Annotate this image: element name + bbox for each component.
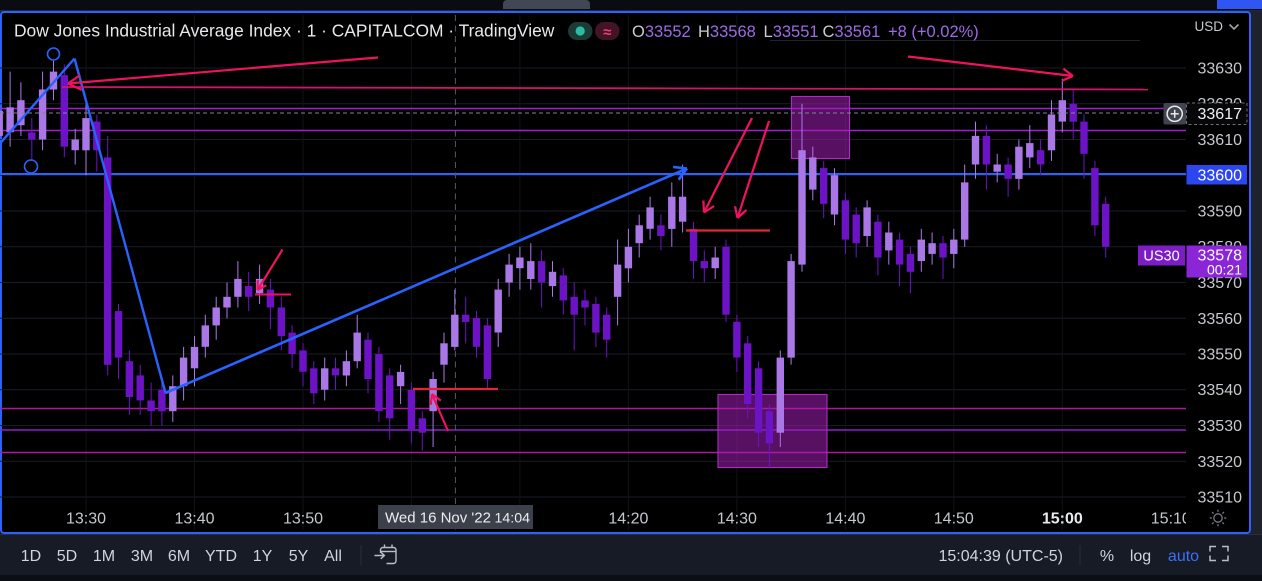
svg-text:≈: ≈ <box>603 24 611 41</box>
svg-text:L33551: L33551 <box>764 23 819 41</box>
svg-text:33530: 33530 <box>1198 418 1243 435</box>
svg-text:3M: 3M <box>131 548 153 565</box>
svg-text:14:04: 14:04 <box>494 511 530 527</box>
svg-text:1D: 1D <box>21 548 41 565</box>
svg-text:33560: 33560 <box>1198 311 1243 328</box>
svg-text:15:00: 15:00 <box>1042 511 1083 528</box>
svg-text:YTD: YTD <box>205 548 237 565</box>
svg-text:14:50: 14:50 <box>934 511 974 528</box>
svg-text:Wed 16 Nov '22: Wed 16 Nov '22 <box>385 510 491 527</box>
svg-text:Dow Jones Industrial Average I: Dow Jones Industrial Average Index · 1 ·… <box>14 21 555 41</box>
svg-text:5Y: 5Y <box>289 548 309 565</box>
svg-text:33578: 33578 <box>1198 248 1243 265</box>
svg-text:13:40: 13:40 <box>174 511 214 528</box>
svg-text:33610: 33610 <box>1198 132 1243 149</box>
svg-text:14:40: 14:40 <box>825 511 865 528</box>
svg-text:13:50: 13:50 <box>283 511 323 528</box>
svg-text:6M: 6M <box>168 548 190 565</box>
svg-text:33550: 33550 <box>1198 347 1243 364</box>
svg-text:auto: auto <box>1168 548 1199 565</box>
svg-text:%: % <box>1100 548 1114 565</box>
svg-text:All: All <box>324 548 342 565</box>
svg-text:33590: 33590 <box>1198 204 1243 221</box>
svg-text:15:10: 15:10 <box>1151 511 1191 528</box>
svg-text:33600: 33600 <box>1198 168 1243 185</box>
svg-text:33570: 33570 <box>1198 275 1243 292</box>
svg-text:5D: 5D <box>57 548 77 565</box>
svg-text:33510: 33510 <box>1198 490 1243 507</box>
svg-text:H33568: H33568 <box>698 23 756 41</box>
svg-text:13:30: 13:30 <box>66 511 106 528</box>
svg-text:+8 (+0.02%): +8 (+0.02%) <box>888 23 979 41</box>
svg-text:15:04:39 (UTC-5): 15:04:39 (UTC-5) <box>939 548 1064 565</box>
svg-text:14:30: 14:30 <box>717 511 757 528</box>
svg-text:14:20: 14:20 <box>608 511 648 528</box>
svg-text:C33561: C33561 <box>823 23 881 41</box>
svg-text:33520: 33520 <box>1198 454 1243 471</box>
svg-text:O33552: O33552 <box>632 23 691 41</box>
svg-text:1Y: 1Y <box>253 548 273 565</box>
svg-text:US30: US30 <box>1143 249 1179 265</box>
svg-text:33630: 33630 <box>1198 61 1243 78</box>
svg-text:33540: 33540 <box>1198 382 1243 399</box>
svg-text:00:21: 00:21 <box>1207 262 1242 278</box>
svg-text:USD: USD <box>1194 19 1223 34</box>
svg-text:33617: 33617 <box>1198 106 1243 123</box>
svg-text:log: log <box>1130 548 1151 565</box>
svg-text:1M: 1M <box>93 548 115 565</box>
